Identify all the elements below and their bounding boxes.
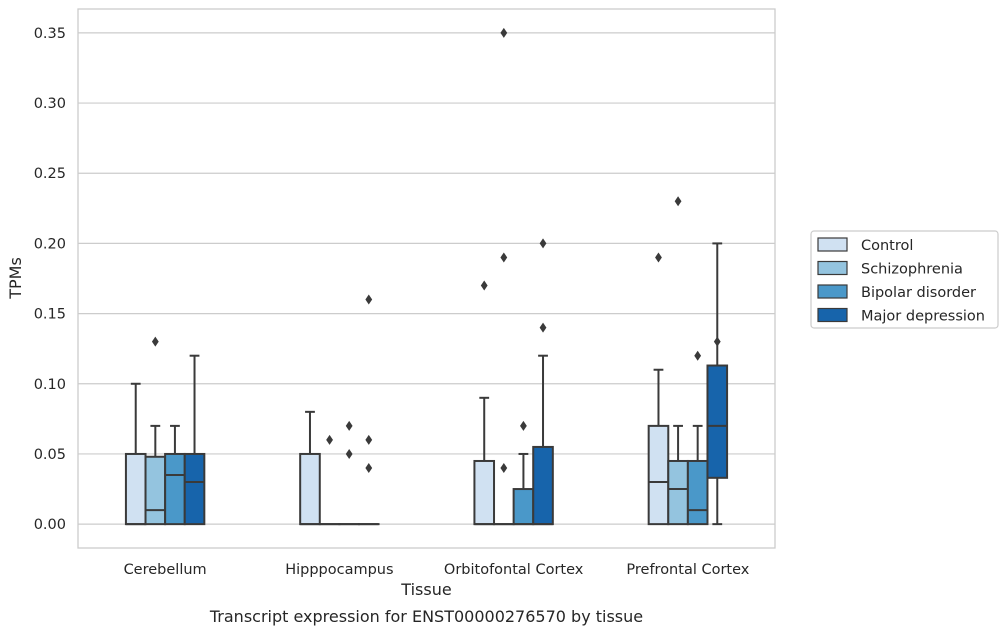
outlier-point [500, 252, 508, 263]
box-body [667, 459, 689, 526]
box-3-1 [357, 294, 380, 526]
legend-swatch [817, 237, 848, 252]
legend: Control Schizophrenia Bipolar disorder Majo… [810, 230, 999, 329]
box-body [124, 452, 147, 526]
box-3-0 [183, 354, 206, 526]
outlier-point [674, 196, 682, 207]
outlier-point [345, 448, 353, 459]
x-tick-label: Orbitofontal Cortex [444, 562, 584, 578]
box-1-3 [667, 196, 689, 526]
legend-swatch [817, 307, 848, 323]
y-tick-label: 0.20 [34, 236, 66, 252]
box-1-0 [144, 336, 167, 526]
y-tick-label: 0.35 [34, 26, 66, 42]
gridlines [78, 32, 775, 525]
y-tick-label: 0.25 [34, 166, 66, 182]
x-tick-label: Prefrontal Cortex [626, 562, 749, 578]
outlier-point [345, 420, 353, 431]
box-body [686, 459, 709, 526]
box-body [532, 445, 554, 526]
outlier-point [480, 280, 488, 291]
legend-label: Major depression [861, 309, 985, 325]
legend-label: Schizophrenia [861, 262, 963, 278]
y-tick-label: 0.30 [34, 96, 66, 112]
outlier-point [151, 336, 159, 347]
x-tick-label: Cerebellum [124, 562, 207, 578]
outlier-point [500, 27, 508, 38]
legend-swatch [817, 260, 848, 276]
box-0-3 [647, 252, 670, 526]
chart-caption: Transcript expression for ENST0000027657… [209, 607, 643, 626]
box-3-2 [532, 238, 554, 526]
outlier-point [539, 238, 547, 249]
legend-label: Control [861, 238, 913, 254]
box-2-1 [338, 420, 360, 526]
y-axis-ticks: 0.00 0.05 0.10 0.15 0.20 0.25 0.30 0.35 [34, 26, 66, 533]
y-tick-label: 0.05 [34, 447, 66, 463]
box-body [299, 452, 321, 526]
box-body [706, 364, 729, 479]
box-2-3 [686, 350, 709, 526]
x-axis-ticks: Cerebellum Hipppocampus Orbitofontal Corte… [124, 562, 750, 578]
legend-frame [810, 230, 999, 329]
box-0-0 [124, 382, 147, 526]
box-body [144, 455, 167, 526]
outlier-point [655, 252, 662, 263]
box-body [647, 424, 670, 526]
x-axis-label: Tissue [400, 580, 451, 599]
outlier-point [694, 350, 702, 361]
y-tick-label: 0.10 [34, 377, 66, 393]
legend-label: Bipolar disorder [861, 285, 976, 301]
box-0-2 [473, 280, 496, 526]
y-tick-label: 0.15 [34, 307, 66, 323]
outlier-point [326, 434, 333, 445]
y-tick-label: 0.00 [34, 517, 66, 533]
box-body [164, 452, 186, 526]
plot-frame [77, 8, 776, 549]
x-tick-label: Hipppocampus [285, 562, 393, 578]
outlier-point [520, 420, 527, 431]
box-body [183, 452, 206, 526]
box-3-3 [706, 242, 729, 526]
plot-marks [124, 27, 729, 526]
y-axis-label: TPMs [6, 257, 25, 300]
box-0-1 [299, 410, 321, 526]
outlier-point [539, 322, 547, 333]
box-1-1 [318, 434, 341, 526]
outlier-point [365, 434, 373, 445]
box-2-2 [512, 420, 535, 526]
box-1-2 [493, 27, 515, 526]
legend-swatch [817, 284, 848, 299]
box-body [512, 488, 535, 526]
outlier-point [365, 294, 373, 305]
box-2-0 [164, 424, 186, 526]
outlier-point [713, 336, 721, 347]
box-body [473, 459, 496, 526]
outlier-point [365, 462, 373, 473]
outlier-point [500, 462, 508, 473]
